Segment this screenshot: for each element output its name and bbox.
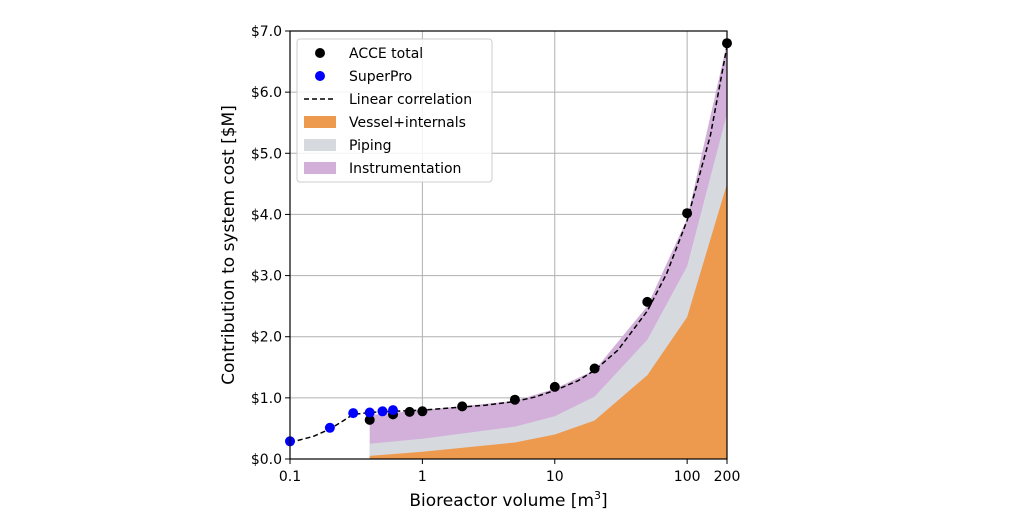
area-piping (369, 113, 727, 459)
point-superpro (388, 405, 398, 416)
y-tick-label: $0.0 (251, 452, 282, 468)
legend-label-superpro: SuperPro (349, 69, 412, 85)
grid-lines (290, 31, 727, 459)
y-tick-label: $3.0 (251, 269, 282, 285)
x-tick-label: 1 (418, 469, 427, 485)
y-tick-label: $5.0 (251, 146, 282, 162)
legend: ACCE total SuperPro Linear correlation Vess… (296, 38, 493, 183)
axis-ticks: 0.1 1 10 100 200 $0.0 $1.0 $2.0 $3.0 $4.0 $5.0 $6.0… (251, 24, 741, 485)
y-tick-label: $6.0 (251, 85, 282, 101)
legend-marker-instrumentation (304, 162, 336, 174)
point-superpro (348, 408, 359, 419)
y-axis-label: Contribution to system cost [$M] (219, 105, 239, 385)
legend-label-instrumentation: Instrumentation (349, 161, 461, 177)
point-acce-total (364, 414, 375, 425)
plot-frame (289, 30, 728, 460)
point-acce-total (404, 406, 415, 417)
stacked-areas (369, 43, 727, 459)
point-acce-total (457, 401, 468, 412)
legend-label-acce-total: ACCE total (349, 46, 423, 62)
point-acce-total (509, 394, 520, 405)
point-acce-total (682, 208, 693, 219)
y-tick-label: $1.0 (251, 391, 282, 407)
x-tick-label: 0.1 (279, 469, 301, 485)
legend-label-piping: Piping (349, 138, 392, 154)
y-tick-label: $7.0 (251, 24, 282, 40)
scatter-points (285, 38, 732, 447)
legend-marker-vessel-internals (304, 116, 336, 128)
y-tick-label: $4.0 (251, 207, 282, 223)
legend-label-linear-correlation: Linear correlation (349, 92, 472, 108)
point-superpro (324, 422, 335, 433)
legend-marker-acce-total (315, 48, 325, 58)
x-tick-label: 10 (546, 469, 564, 485)
y-tick-label: $2.0 (251, 330, 282, 346)
point-acce-total (549, 381, 560, 392)
x-tick-label: 200 (714, 469, 741, 485)
legend-box (296, 38, 493, 183)
point-acce-total (642, 296, 653, 307)
legend-label-vessel-internals: Vessel+internals (349, 115, 466, 131)
point-acce-total (417, 406, 428, 417)
x-tick-label: 100 (674, 469, 701, 485)
point-acce-total (589, 363, 600, 374)
legend-marker-superpro (315, 71, 325, 81)
x-axis-label: Bioreactor volume [m3] (409, 489, 607, 511)
point-superpro (364, 407, 375, 418)
legend-marker-piping (304, 139, 336, 151)
point-superpro (377, 406, 388, 417)
area-vessel-internals (369, 183, 727, 459)
